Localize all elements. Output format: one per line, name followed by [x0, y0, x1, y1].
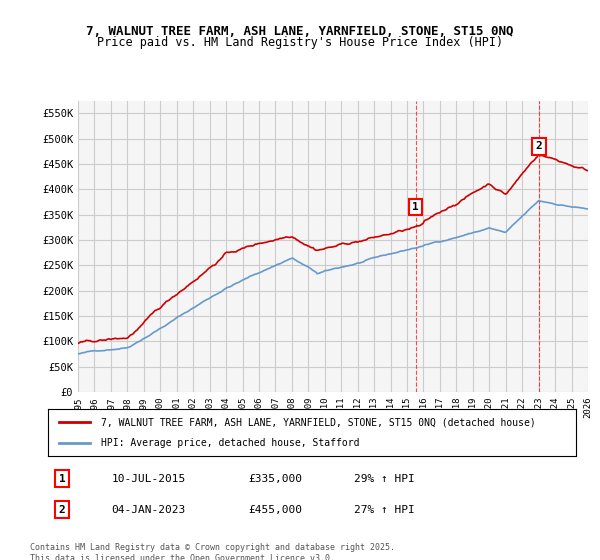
Text: Contains HM Land Registry data © Crown copyright and database right 2025.
This d: Contains HM Land Registry data © Crown c…: [30, 543, 395, 560]
Text: 04-JAN-2023: 04-JAN-2023: [112, 505, 185, 515]
Text: 2: 2: [535, 141, 542, 151]
Text: 10-JUL-2015: 10-JUL-2015: [112, 474, 185, 484]
Text: 7, WALNUT TREE FARM, ASH LANE, YARNFIELD, STONE, ST15 0NQ: 7, WALNUT TREE FARM, ASH LANE, YARNFIELD…: [86, 25, 514, 38]
Text: HPI: Average price, detached house, Stafford: HPI: Average price, detached house, Staf…: [101, 438, 359, 448]
Text: 2: 2: [59, 505, 65, 515]
Text: £455,000: £455,000: [248, 505, 302, 515]
Text: 7, WALNUT TREE FARM, ASH LANE, YARNFIELD, STONE, ST15 0NQ (detached house): 7, WALNUT TREE FARM, ASH LANE, YARNFIELD…: [101, 417, 536, 427]
Text: £335,000: £335,000: [248, 474, 302, 484]
Text: 1: 1: [412, 202, 419, 212]
Text: Price paid vs. HM Land Registry's House Price Index (HPI): Price paid vs. HM Land Registry's House …: [97, 36, 503, 49]
Text: 29% ↑ HPI: 29% ↑ HPI: [354, 474, 415, 484]
Text: 1: 1: [59, 474, 65, 484]
Text: 27% ↑ HPI: 27% ↑ HPI: [354, 505, 415, 515]
